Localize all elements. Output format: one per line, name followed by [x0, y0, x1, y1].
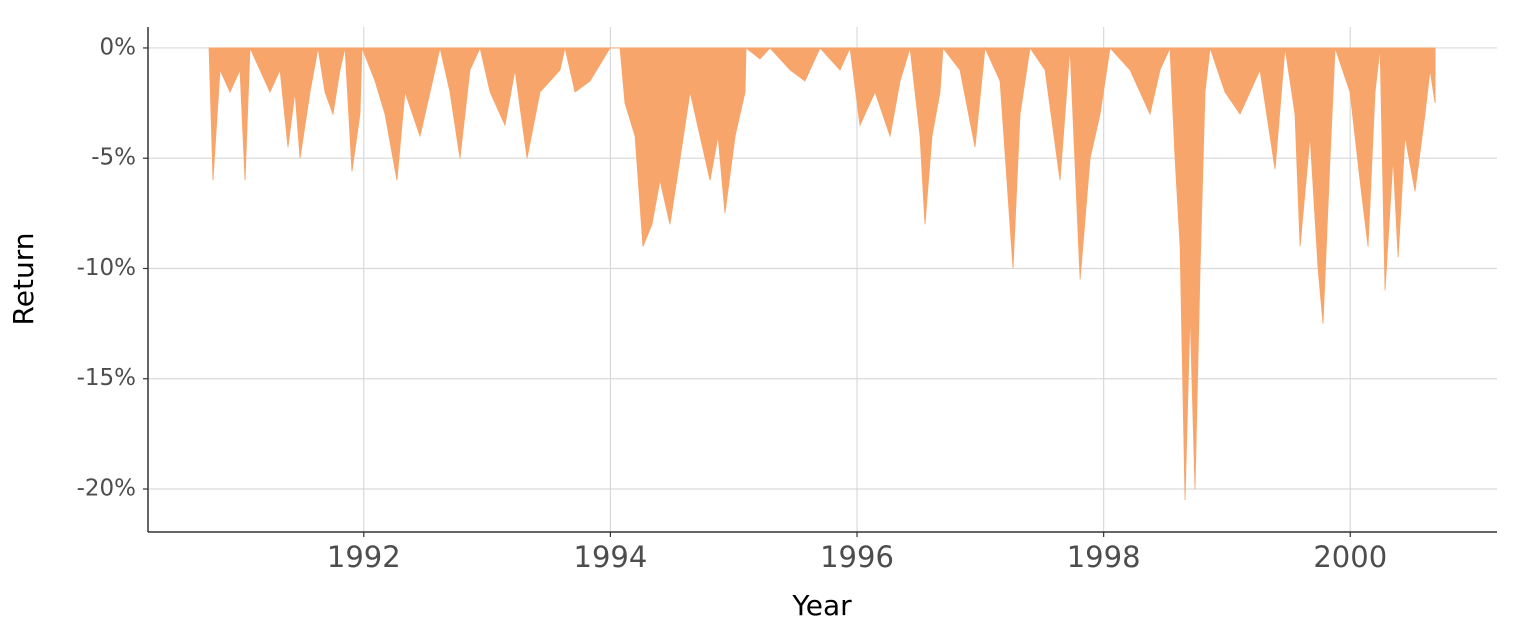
- x-tick-label: 1994: [574, 540, 648, 574]
- y-tick-label: -15%: [77, 365, 136, 391]
- y-tick-label: 0%: [100, 34, 137, 60]
- x-tick-label: 1998: [1067, 540, 1141, 574]
- y-tick-label: -10%: [77, 255, 136, 281]
- x-tick-label: 2000: [1313, 540, 1387, 574]
- area: [208, 46, 1436, 501]
- y-tick-label: -20%: [77, 475, 136, 501]
- y-tick-label: -5%: [91, 145, 136, 171]
- y-axis-title: Return: [7, 233, 40, 326]
- x-axis-title: Year: [791, 589, 852, 622]
- x-tick-label: 1992: [327, 540, 401, 574]
- x-tick-label: 1996: [820, 540, 894, 574]
